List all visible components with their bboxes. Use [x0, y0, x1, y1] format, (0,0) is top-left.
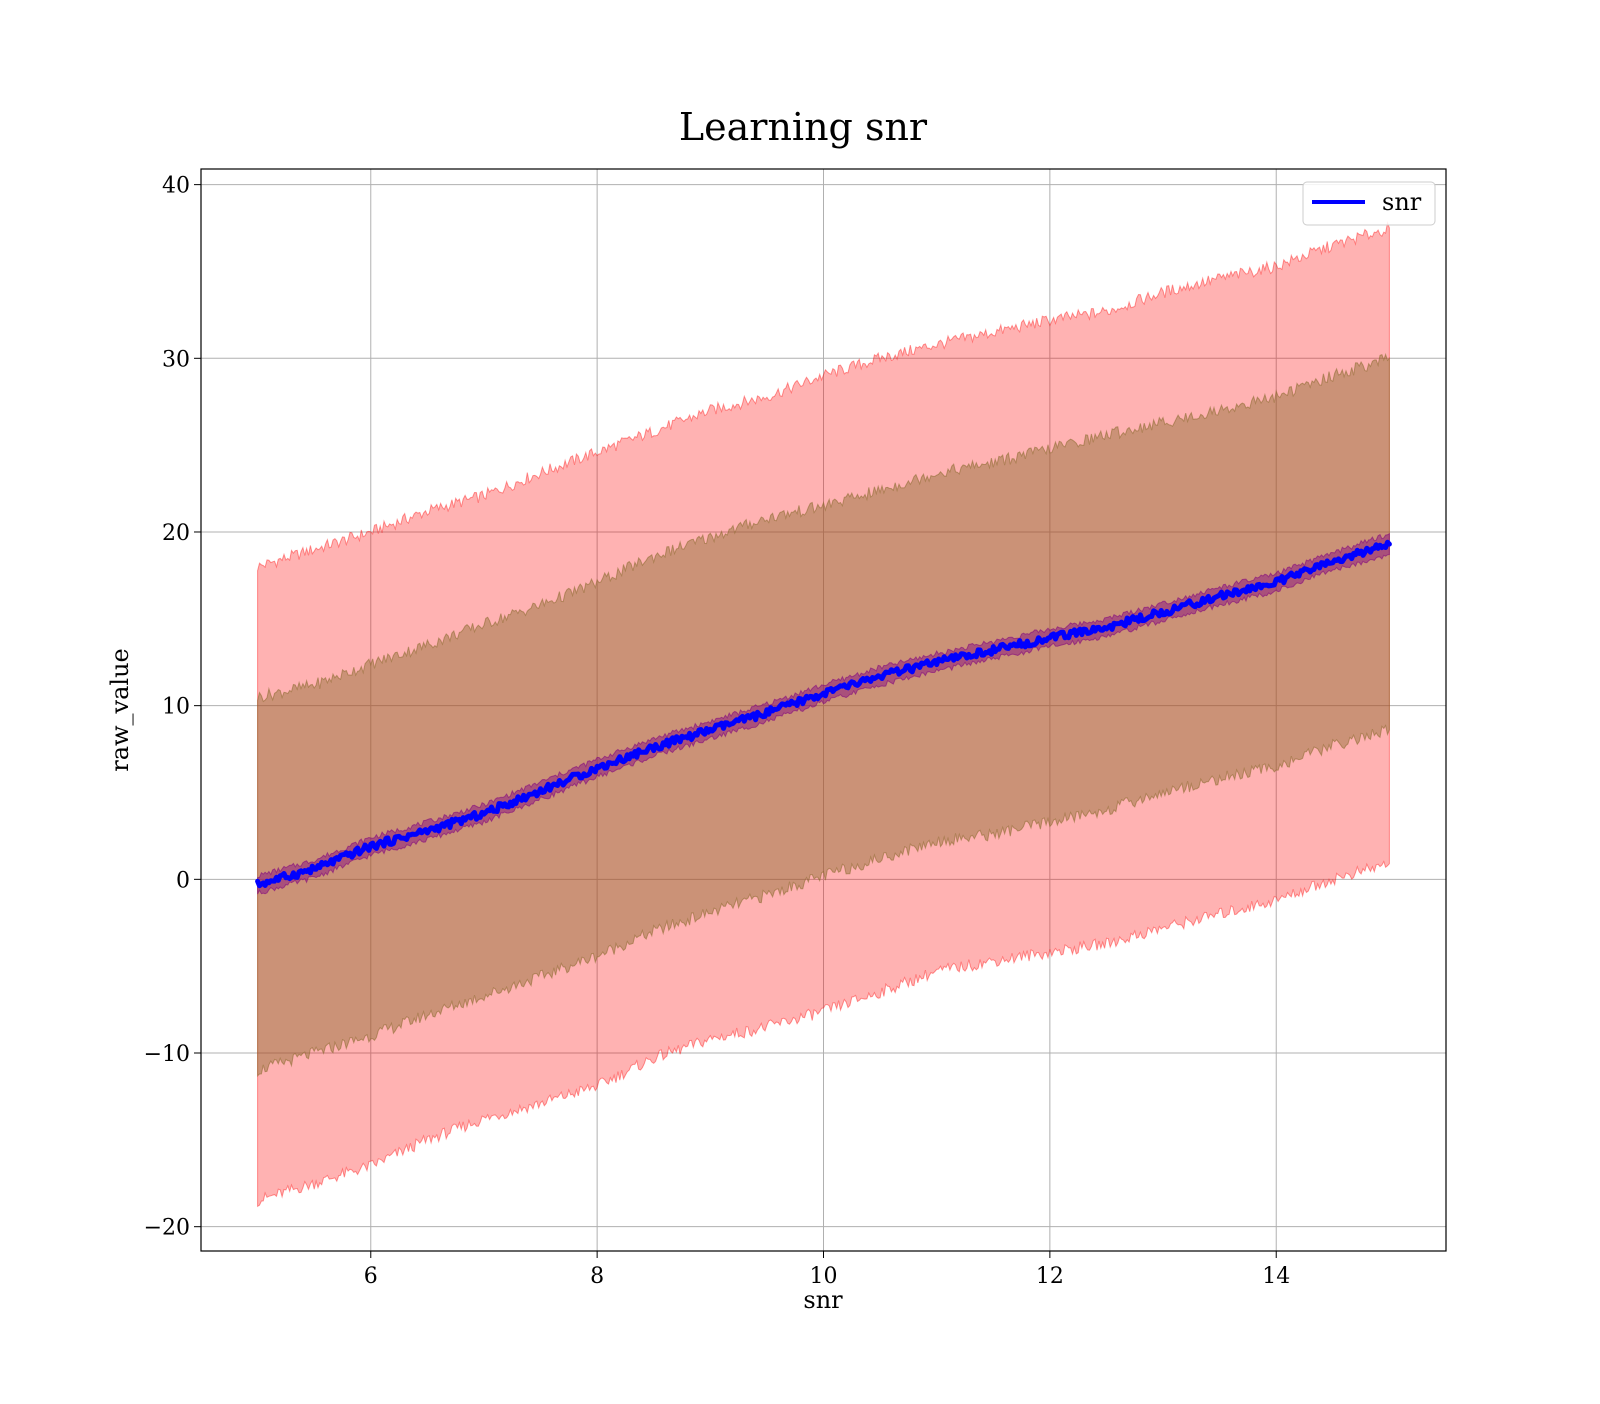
legend-label-snr: snr — [1382, 188, 1422, 216]
x-tick-label: 12 — [1036, 1264, 1064, 1289]
x-tick-label: 14 — [1262, 1264, 1290, 1289]
y-tick-label: 30 — [162, 347, 190, 372]
legend: snr — [1303, 182, 1435, 225]
y-tick-label: 20 — [162, 521, 190, 546]
y-tick-label: 40 — [162, 174, 190, 199]
y-axis-label: raw_value — [106, 648, 134, 772]
x-axis-label: snr — [803, 1286, 843, 1314]
chart-title: Learning snr — [679, 105, 928, 149]
y-tick-label: 0 — [176, 868, 190, 893]
x-tick-label: 8 — [590, 1264, 604, 1289]
y-tick-label: −20 — [144, 1216, 190, 1241]
x-tick-label: 6 — [364, 1264, 378, 1289]
y-tick-label: 10 — [162, 695, 190, 720]
y-tick-label: −10 — [144, 1042, 190, 1067]
